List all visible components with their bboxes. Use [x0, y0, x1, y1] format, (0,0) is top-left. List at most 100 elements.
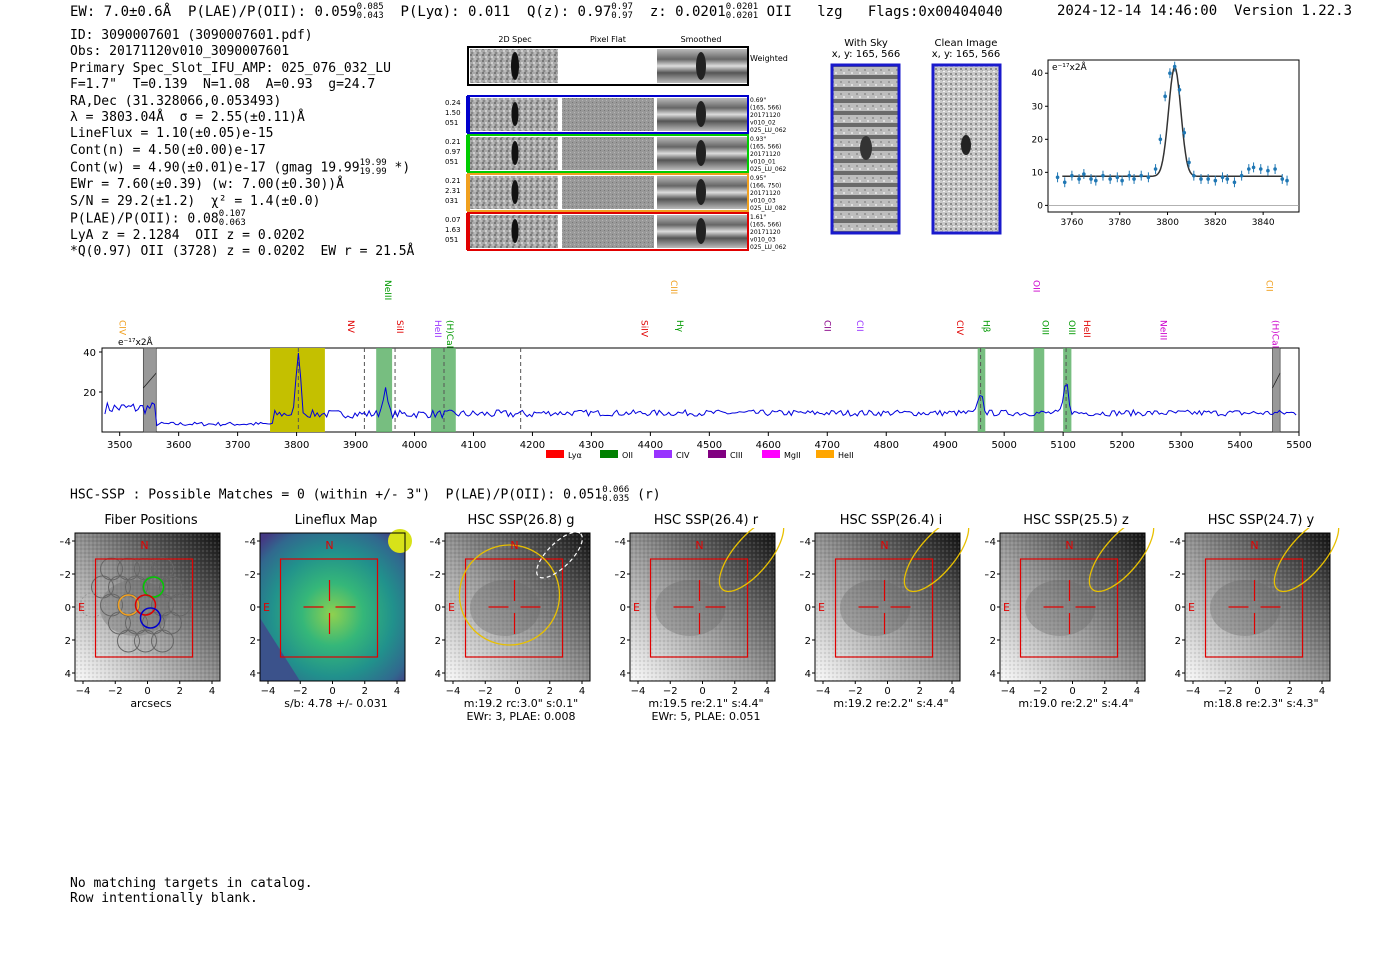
spectrum-trace — [104, 353, 1297, 427]
hsc-panel-caption: m:19.2 rc:3.0" s:0.1" EWr: 3, PLAE: 0.008 — [436, 697, 606, 723]
zoom-point — [1182, 130, 1187, 135]
aperture-box — [1204, 558, 1304, 658]
hsc-ytick-label: 4 — [620, 669, 626, 680]
fiber-circle — [134, 629, 157, 653]
info-contn: Cont(n) = 4.50(±0.00)e-17 — [70, 142, 266, 158]
hsc-panel-title: HSC SSP(26.4) r — [653, 513, 759, 528]
hsc-noise — [815, 533, 960, 681]
hsc-xtick-label: 0 — [884, 686, 890, 697]
hsc-xtick-label: 4 — [1134, 686, 1140, 697]
east-label: E — [263, 601, 270, 614]
info-radec: RA,Dec (31.328066,0.053493) — [70, 93, 282, 109]
hsc-caption-line-1: m:19.0 re:2.2" s:4.4" — [1018, 697, 1134, 710]
hsc-ytick-label: 0 — [435, 603, 441, 614]
spec-xtick-label: 4600 — [756, 440, 781, 451]
spec-xtick-label: 5000 — [991, 440, 1016, 451]
east-label: E — [1188, 601, 1195, 614]
zoom-point — [1127, 173, 1132, 178]
zoom-point — [1280, 177, 1285, 181]
hsc-panel: N E −4 4 −2 2 0 0 2 −2 4 −4 — [60, 532, 221, 697]
footer-line-2: Row intentionally blank. — [70, 891, 258, 906]
hsc-xtick-label: 4 — [209, 686, 215, 697]
spec-legend: Lyα OII CIV CIII MgII HeII — [546, 450, 854, 460]
zoom-point — [1251, 165, 1256, 170]
info-q: *Q(0.97) OII (3728) z = 0.0202 EW r = 21… — [70, 244, 415, 260]
strip-pixelflat — [562, 137, 654, 170]
line-label: CII — [1264, 280, 1274, 292]
clean-title: Clean Image x, y: 165, 566 — [925, 38, 1007, 60]
with-sky-source — [860, 136, 872, 160]
hsc-xtick-label: 0 — [329, 686, 335, 697]
strip-left-label: 031 — [445, 197, 458, 205]
info-plae: P(LAE)/P(OII): 0.08 0.107 0.063 — [70, 210, 414, 228]
strip-right-label: v010_02 — [750, 120, 776, 127]
line-band — [431, 348, 456, 432]
line-label: CIII — [668, 280, 678, 294]
line-band — [1063, 348, 1072, 432]
zoom-point — [1239, 173, 1244, 178]
gmag-range: 19.99 19.99 — [360, 159, 387, 177]
edge-mask — [142, 347, 157, 433]
zoom-xtick-label: 3840 — [1252, 218, 1275, 228]
strip-left-label: 051 — [445, 236, 458, 244]
hsc-panel-title: HSC SSP(26.8) g — [467, 513, 575, 528]
hsc-caption-line-1: s/b: 4.78 +/- 0.031 — [284, 697, 388, 710]
line-label: CII — [821, 320, 831, 332]
zoom-point — [1192, 173, 1196, 178]
hsc-galaxy-blob — [840, 580, 910, 636]
info-lineflux: LineFlux = 1.10(±0.05)e-15 — [70, 126, 274, 142]
zoom-xtick-label: 3780 — [1108, 218, 1131, 228]
with-sky-title: With Sky x, y: 165, 566 — [830, 38, 902, 60]
legend-swatch — [654, 450, 672, 458]
hsc-noise — [1185, 533, 1330, 681]
spec-marks — [104, 353, 1297, 427]
strip-left-label: 1.50 — [445, 109, 461, 117]
hsc-ytick-label: 0 — [620, 603, 626, 614]
info-lambda: λ = 3803.04Å σ = 2.55(±0.11)Å — [70, 110, 305, 126]
header-line: EW: 7.0±0.6Å P(LAE)/P(OII): 0.059 0.085 0.… — [70, 3, 1003, 21]
hsc-xtick-label: −2 — [1033, 686, 1048, 697]
strip-source-2d — [511, 180, 519, 204]
strip-left-label: 0.97 — [445, 148, 461, 156]
hsc-ytick-label: 0 — [65, 603, 71, 614]
zoom-point — [1094, 178, 1098, 183]
neighbor-ellipse — [1273, 528, 1340, 593]
line-label: SiII — [394, 320, 404, 334]
hsc-xtick-label: −4 — [446, 686, 461, 697]
hsc-ytick-label: 2 — [65, 636, 71, 647]
hsc-galaxy-blob — [655, 580, 725, 636]
strip-source-2d — [511, 219, 519, 243]
legend-swatch — [600, 450, 618, 458]
fiber-orange — [117, 594, 140, 616]
timestamp: 2024-12-14 14:46:00 — [1057, 3, 1218, 19]
weighted-label: Weighted Sum — [750, 54, 790, 63]
hsc-noise — [1000, 533, 1145, 681]
hsc-xtick-label: 2 — [362, 686, 368, 697]
hsc-panel-caption: m:19.5 re:2.1" s:4.4" EWr: 5, PLAE: 0.051 — [621, 697, 791, 723]
strip-right-label: (166, 750) — [750, 183, 781, 190]
strip-right-label: 0.95" — [750, 175, 766, 182]
col-title-smoothed: Smoothed — [681, 35, 722, 44]
with-sky-title-1: With Sky — [844, 38, 888, 49]
strip-right-label: 0.93" — [750, 136, 766, 143]
north-label: N — [1250, 539, 1258, 552]
hsc-galaxy-blob — [1210, 580, 1280, 636]
hsc-xtick-label: 2 — [1102, 686, 1108, 697]
hsc-caption-line-1: m:19.5 re:2.1" s:4.4" — [648, 697, 764, 710]
zoom-ytick-label: 30 — [1032, 102, 1044, 112]
strip-right-label: 20171120 — [750, 190, 781, 197]
hsc-xtick-label: 4 — [1319, 686, 1325, 697]
hsc-ytick-label: −4 — [615, 537, 626, 548]
edge-hatch — [1272, 372, 1281, 389]
z-lo: 0.0201 — [725, 11, 759, 21]
hsc-ytick-label: 0 — [805, 603, 811, 614]
zoom-point — [1177, 87, 1182, 92]
hsc-xtick-label: −4 — [1186, 686, 1201, 697]
hsc-galaxy-blob — [100, 580, 170, 636]
spec-shading — [142, 347, 1281, 433]
hsc-plae-range: 0.066 0.035 — [602, 486, 629, 504]
strip-row: 0.21 2.31 031 0.95"(166, 750)20171120v010_0… — [445, 173, 787, 212]
legend-label: CIV — [676, 451, 690, 460]
